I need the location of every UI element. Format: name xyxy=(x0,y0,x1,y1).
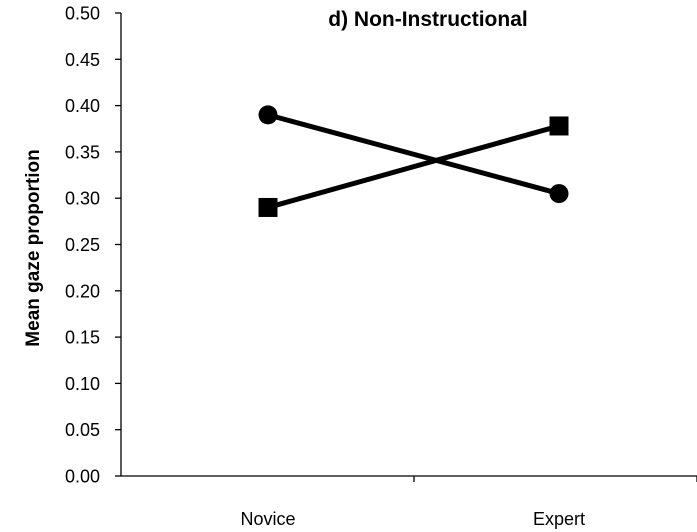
data-point-square xyxy=(549,116,569,136)
y-tick-label: 0.25 xyxy=(65,235,100,255)
x-category-label: Expert xyxy=(533,509,585,529)
y-tick-label: 0.35 xyxy=(65,142,100,162)
y-axis-label: Mean gaze proportion xyxy=(23,149,44,346)
y-tick-label: 0.20 xyxy=(65,281,100,301)
data-point-circle xyxy=(549,184,569,204)
y-ticks: 0.00 0.05 0.10 0.15 0.20 0.25 0.30 0.35 0.40 0.45… xyxy=(65,4,121,487)
y-tick-label: 0.00 xyxy=(65,467,100,487)
y-tick-label: 0.45 xyxy=(65,50,100,70)
y-tick-label: 0.40 xyxy=(65,96,100,116)
series-line xyxy=(267,123,560,210)
series-layer xyxy=(258,105,569,217)
y-tick-label: 0.50 xyxy=(65,4,100,24)
y-tick-label: 0.15 xyxy=(65,328,100,348)
y-tick-label: 0.05 xyxy=(65,420,100,440)
series-circle xyxy=(258,105,569,204)
data-point-circle xyxy=(258,105,278,125)
data-point-square xyxy=(258,197,278,217)
x-category-label: Novice xyxy=(240,509,295,529)
y-tick-label: 0.30 xyxy=(65,189,100,209)
x-ticks: Novice Expert xyxy=(240,476,697,529)
series-square xyxy=(258,116,569,217)
series-line xyxy=(267,112,560,196)
y-tick-label: 0.10 xyxy=(65,374,100,394)
chart-title: d) Non-Instructional xyxy=(328,8,527,31)
